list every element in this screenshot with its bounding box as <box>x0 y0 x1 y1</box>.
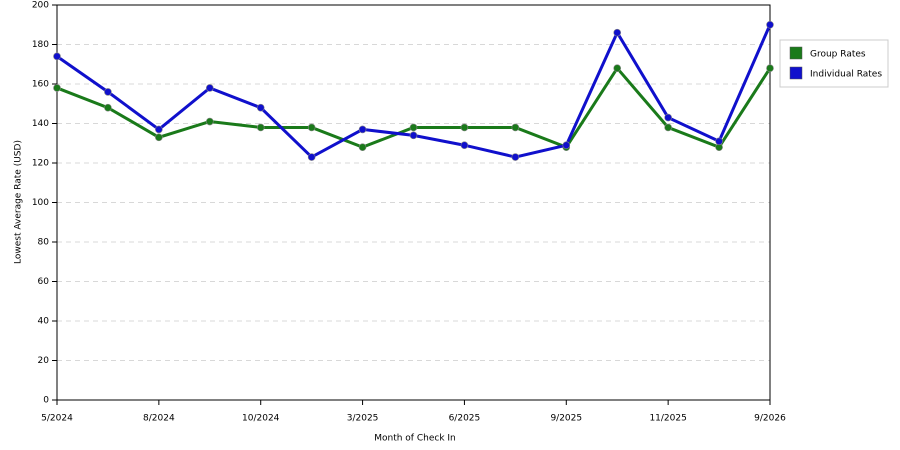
data-point <box>409 123 418 132</box>
legend-label: Group Rates <box>810 50 866 60</box>
data-point <box>256 103 265 112</box>
y-tick-label: 100 <box>32 198 49 208</box>
data-point <box>358 125 367 134</box>
data-point <box>358 143 367 151</box>
legend-swatch <box>789 66 803 80</box>
y-tick-label: 200 <box>32 1 49 11</box>
data-point <box>460 123 469 132</box>
data-point <box>104 103 112 112</box>
x-tick-label: 10/2024 <box>242 414 280 424</box>
data-point <box>664 113 672 122</box>
data-point <box>205 117 214 126</box>
data-point <box>307 153 316 161</box>
y-tick-label: 160 <box>32 80 49 90</box>
x-tick-label: 8/2024 <box>143 414 175 424</box>
data-point <box>155 133 163 142</box>
data-point <box>104 88 112 96</box>
data-point <box>715 137 723 146</box>
data-point <box>409 131 418 140</box>
data-point <box>155 125 163 134</box>
data-point <box>766 20 774 29</box>
y-tick-label: 80 <box>38 238 50 248</box>
data-point <box>562 141 571 150</box>
data-point <box>613 28 622 37</box>
data-point <box>511 123 520 132</box>
x-axis-label: Month of Check In <box>374 434 456 444</box>
y-tick-label: 0 <box>43 396 49 406</box>
data-point <box>460 141 469 150</box>
x-tick-label: 9/2026 <box>754 414 786 424</box>
data-point <box>664 123 672 132</box>
x-tick-label: 11/2025 <box>649 414 686 424</box>
y-tick-label: 20 <box>38 356 50 366</box>
y-axis-label: Lowest Average Rate (USD) <box>14 140 24 264</box>
data-point <box>307 123 316 132</box>
y-tick-label: 120 <box>32 159 49 169</box>
x-tick-label: 3/2025 <box>347 414 379 424</box>
y-tick-label: 180 <box>32 40 49 50</box>
data-point <box>205 84 214 92</box>
y-tick-label: 140 <box>32 119 49 129</box>
x-tick-label: 6/2025 <box>449 414 481 424</box>
y-tick-label: 40 <box>38 317 50 327</box>
x-tick-label: 9/2025 <box>550 414 582 424</box>
x-tick-label: 5/2024 <box>41 414 73 424</box>
legend-label: Individual Rates <box>810 70 882 80</box>
data-point <box>766 64 774 72</box>
legend-swatch <box>789 46 803 60</box>
data-point <box>53 84 61 92</box>
data-point <box>256 123 265 132</box>
data-point <box>613 64 622 72</box>
data-point <box>53 52 61 61</box>
data-point <box>511 153 520 161</box>
plot-border <box>56 4 771 401</box>
y-tick-label: 60 <box>38 277 50 287</box>
